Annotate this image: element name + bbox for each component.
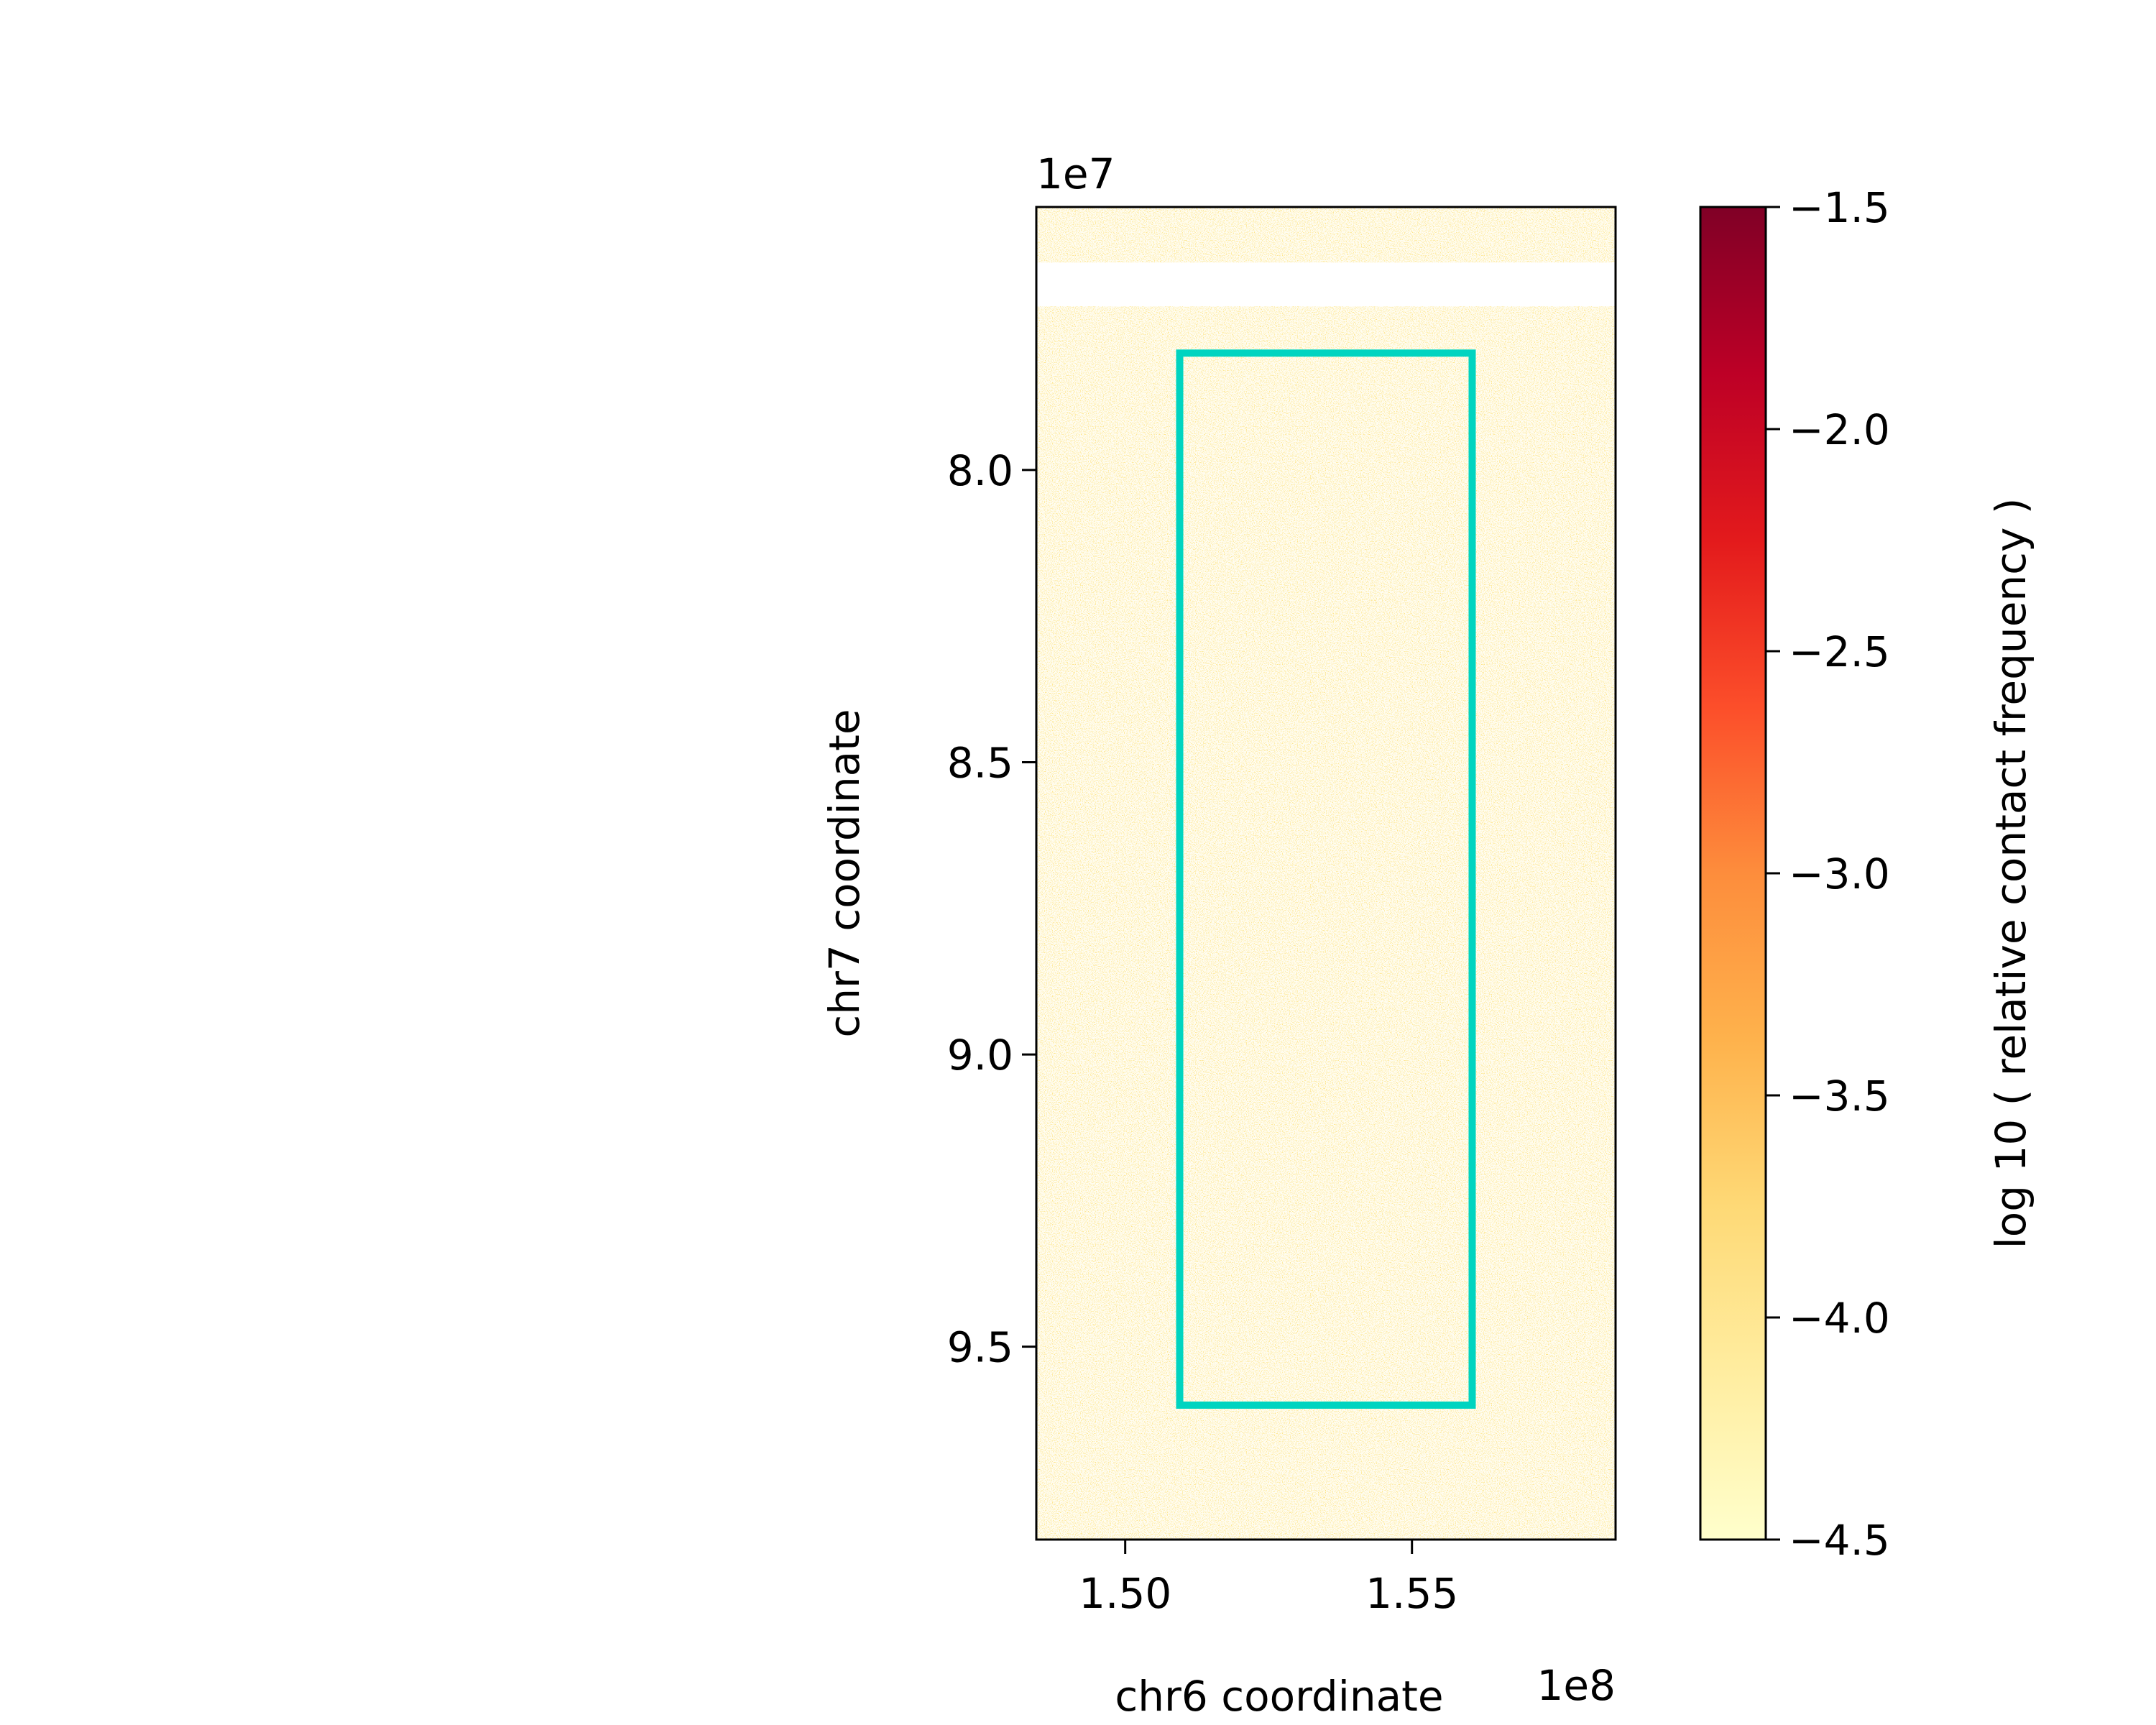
empty-row-band bbox=[1036, 262, 1616, 307]
y-tick-label: 8.0 bbox=[947, 446, 1013, 495]
x-axis-ticks: 1.50 1.55 bbox=[1079, 1540, 1458, 1618]
colorbar-gradient bbox=[1699, 206, 1767, 1541]
y-axis-ticks: 8.0 8.5 9.0 9.5 bbox=[947, 446, 1036, 1372]
y-offset-label: 1e7 bbox=[1036, 150, 1115, 198]
colorbar: −1.5 −2.0 −2.5 −3.0 −3.5 −4.0 −4.5 log 10 ( re… bbox=[1699, 183, 2035, 1565]
y-tick-label: 9.5 bbox=[947, 1323, 1013, 1372]
y-axis-label: chr7 coordinate bbox=[820, 709, 869, 1037]
colorbar-tick-label: −4.0 bbox=[1789, 1294, 1890, 1343]
x-tick-label: 1.55 bbox=[1365, 1569, 1458, 1618]
colorbar-tick-label: −3.0 bbox=[1789, 850, 1890, 898]
highlight-box bbox=[1176, 349, 1476, 1409]
x-tick-label: 1.50 bbox=[1079, 1569, 1171, 1618]
colorbar-tick-label: −3.5 bbox=[1789, 1072, 1890, 1121]
heatmap-plot: 1.50 1.55 8.0 8.5 9.0 9.5 bbox=[947, 206, 1617, 1618]
y-tick-label: 9.0 bbox=[947, 1031, 1013, 1080]
colorbar-label: log 10 ( relative contact frequency ) bbox=[1986, 498, 2035, 1249]
colorbar-ticks: −1.5 −2.0 −2.5 −3.0 −3.5 −4.0 −4.5 bbox=[1766, 183, 1890, 1565]
colorbar-tick-label: −2.0 bbox=[1789, 405, 1890, 454]
colorbar-tick-label: −4.5 bbox=[1789, 1516, 1890, 1565]
y-tick-label: 8.5 bbox=[947, 739, 1013, 788]
colorbar-tick-label: −1.5 bbox=[1789, 183, 1890, 232]
x-axis-label: chr6 coordinate bbox=[1115, 1672, 1443, 1721]
plot-frame bbox=[1035, 206, 1617, 1541]
heatmap-empty-rows bbox=[1036, 262, 1616, 307]
x-offset-label: 1e8 bbox=[1537, 1661, 1616, 1710]
heatmap-contact-speckles bbox=[1036, 207, 1616, 1540]
colorbar-tick-label: −2.5 bbox=[1789, 627, 1890, 676]
